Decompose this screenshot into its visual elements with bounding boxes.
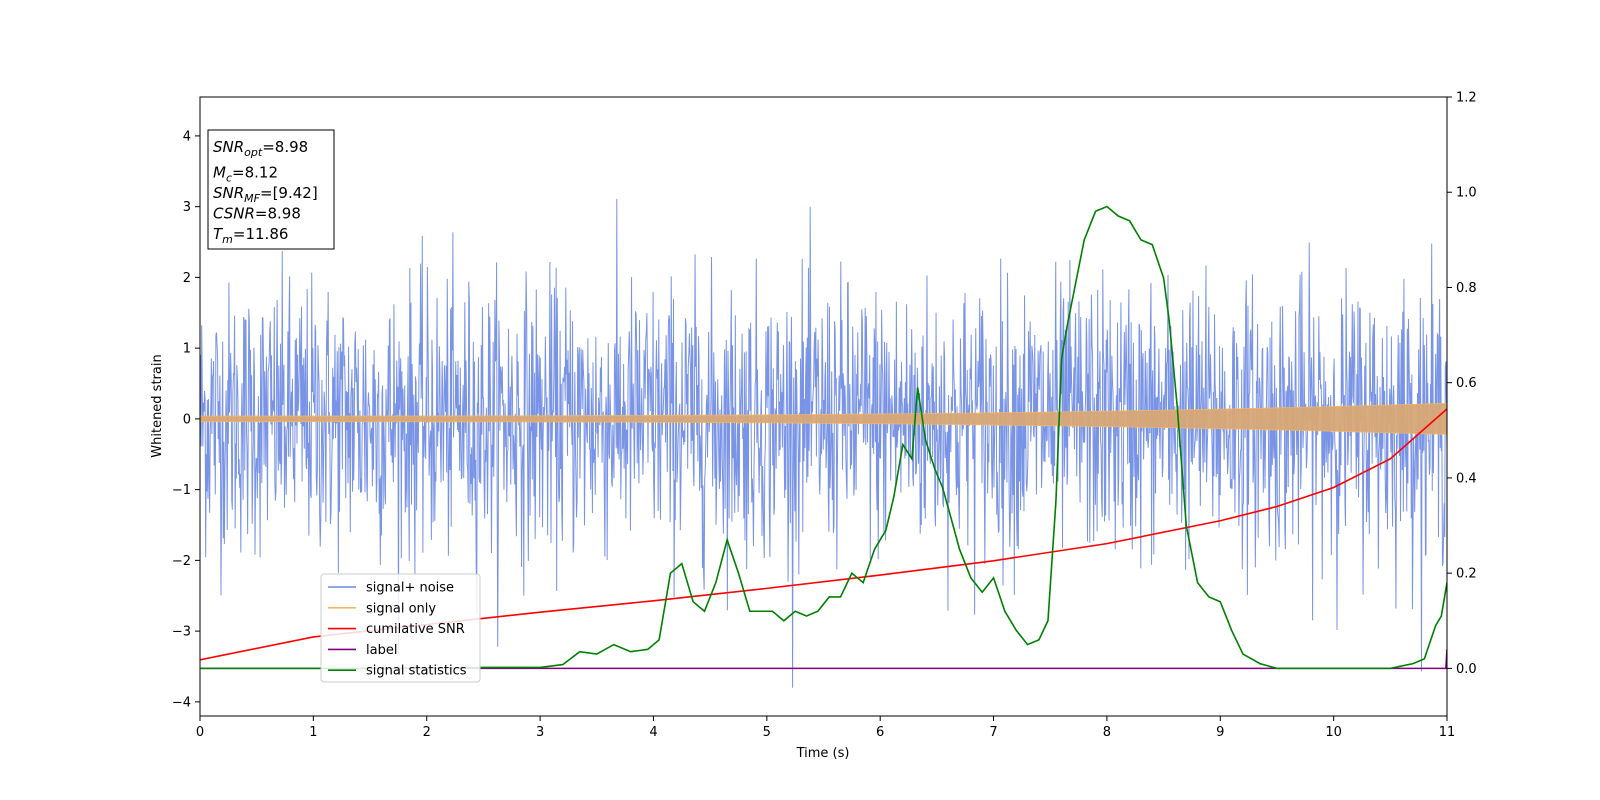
y-right-tick-label: 1.0 <box>1456 186 1477 201</box>
legend: signal+ noise signal only cumilative SNR la… <box>320 573 481 683</box>
x-tick-label: 11 <box>1439 725 1456 740</box>
x-axis-label: Time (s) <box>796 746 850 761</box>
y-axis-label: Whitened strain <box>150 354 165 457</box>
x-tick-label: 3 <box>536 725 544 740</box>
x-axis: 0 1 2 3 4 5 6 7 8 9 10 11 <box>196 716 1455 740</box>
x-tick-label: 6 <box>876 725 884 740</box>
y-left-tick-label: 3 <box>183 200 191 215</box>
y-left-tick-label: 2 <box>183 271 191 286</box>
series-signal-noise <box>200 198 1447 688</box>
x-tick-label: 8 <box>1103 725 1111 740</box>
series-signal-only <box>200 402 1447 435</box>
legend-entry-label: label <box>366 643 397 658</box>
y-right-tick-label: 0.8 <box>1456 281 1477 296</box>
legend-entry-label: signal+ noise <box>366 581 454 596</box>
x-tick-label: 2 <box>423 725 431 740</box>
info-box-line: Mc=8.12 <box>213 164 278 185</box>
info-box-line: CSNR=8.98 <box>213 205 301 223</box>
y-right-tick-label: 1.2 <box>1456 91 1477 106</box>
y-left-tick-label: −3 <box>172 625 191 640</box>
info-box-line: SNRopt=8.98 <box>213 138 308 159</box>
legend-entry-label: signal only <box>366 601 436 616</box>
y-left-tick-label: −1 <box>172 483 191 498</box>
y-left-tick-label: −4 <box>172 695 191 710</box>
series-signal-statistics <box>200 205 1447 670</box>
y-axis-right: 0.0 0.2 0.4 0.6 0.8 1.0 1.2 <box>1447 91 1477 677</box>
x-tick-label: 9 <box>1216 725 1224 740</box>
y-left-tick-label: 0 <box>183 412 191 427</box>
info-box-line: Tm=11.86 <box>213 225 288 246</box>
y-left-tick-label: 4 <box>183 129 191 144</box>
x-tick-label: 7 <box>989 725 997 740</box>
y-right-tick-label: 0.0 <box>1456 662 1477 677</box>
x-tick-label: 0 <box>196 725 204 740</box>
info-box-line: SNRMF=[9.42] <box>213 184 318 205</box>
x-tick-label: 5 <box>763 725 771 740</box>
x-tick-label: 10 <box>1325 725 1342 740</box>
y-right-tick-label: 0.4 <box>1456 471 1477 486</box>
y-right-tick-label: 0.6 <box>1456 376 1477 391</box>
y-left-tick-label: 1 <box>183 342 191 357</box>
x-tick-label: 4 <box>649 725 657 740</box>
y-axis-left: −4 −3 −2 −1 0 1 2 3 4 <box>172 129 200 710</box>
y-left-tick-label: −2 <box>172 554 191 569</box>
plot-frame <box>199 96 1448 717</box>
y-right-tick-label: 0.2 <box>1456 567 1477 582</box>
legend-entry-label: cumilative SNR <box>366 622 465 637</box>
x-tick-label: 1 <box>309 725 317 740</box>
legend-entry-label: signal statistics <box>366 664 467 679</box>
